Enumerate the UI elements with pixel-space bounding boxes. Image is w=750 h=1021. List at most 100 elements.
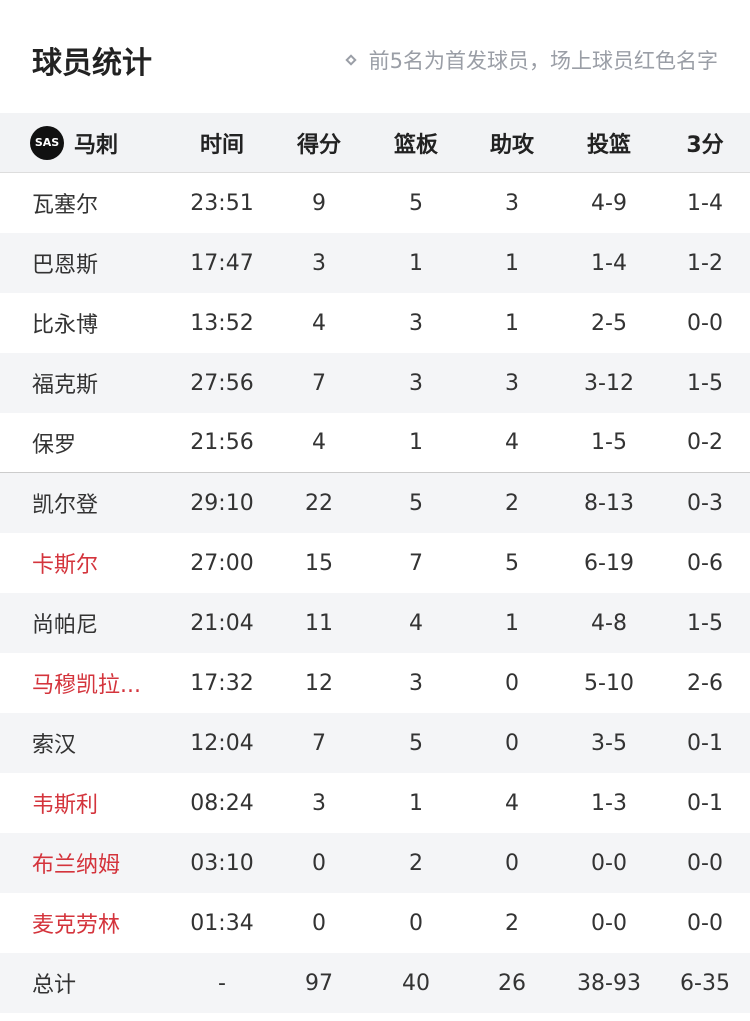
stat-cell: 3 [409,370,423,396]
column-header[interactable]: 3分 [686,132,724,158]
stat-cell: 40 [402,970,430,996]
player-row[interactable]: 布兰纳姆 03:10 0 2 0 0-0 0-0 [0,833,750,893]
stat-cell: 0-0 [687,310,723,336]
player-name[interactable]: 保罗 [32,432,77,458]
stat-cell: 0-0 [687,850,723,876]
stat-cell: 1-2 [687,250,723,276]
stat-cell: 1-5 [687,370,723,396]
stat-cell: 0-1 [687,790,723,816]
player-name[interactable]: 韦斯利 [32,793,99,818]
stat-cell: 1-3 [591,790,627,816]
player-name[interactable]: 麦克劳林 [32,913,121,938]
player-name[interactable]: 卡斯尔 [32,553,99,578]
stat-cell: 9 [312,190,326,216]
column-header[interactable]: 篮板 [393,132,439,158]
stat-cell: 0 [505,850,519,876]
column-header[interactable]: 时间 [199,132,245,158]
player-row[interactable]: 韦斯利 08:24 3 1 4 1-3 0-1 [0,773,750,833]
stat-cell: 5 [409,490,423,516]
stat-cell: 0-2 [687,430,723,455]
diamond-icon [344,54,357,66]
team-name: 马刺 [74,132,119,158]
stat-cell: 6-35 [680,970,730,996]
page-title: 球员统计 [32,46,152,81]
stat-cell: 5-10 [584,670,634,696]
player-name[interactable]: 瓦塞尔 [32,193,99,218]
stat-cell: 6-19 [584,550,634,576]
stat-cell: 2-5 [591,310,627,336]
stat-cell: 0-0 [591,910,627,936]
stat-cell: 13:52 [190,310,254,336]
stat-cell: 15 [305,550,333,576]
stat-cell: 23:51 [190,190,254,216]
stat-cell: 22 [305,490,333,516]
stat-cell: 2 [409,850,423,876]
stat-cell: 0 [505,670,519,696]
table-header: SAS 马刺 时间 得分 篮板 助攻 投篮 3分 [0,113,750,173]
player-name[interactable]: 福克斯 [32,373,99,398]
stat-cell: 1-5 [591,430,627,455]
stat-cell: 1 [409,250,423,276]
header: 球员统计 前5名为首发球员，场上球员红色名字 [0,0,750,113]
stat-cell: 1 [409,430,423,455]
stat-cell: 03:10 [190,850,254,876]
player-name[interactable]: 布兰纳姆 [32,853,121,878]
stat-cell: 3-5 [591,730,627,756]
total-row: 总计 - 97 40 26 38-93 6-35 [0,953,750,1013]
stat-cell: 1 [505,610,519,636]
stat-cell: 4-9 [591,190,627,216]
stat-cell: 4 [505,790,519,816]
player-row[interactable]: 麦克劳林 01:34 0 0 2 0-0 0-0 [0,893,750,953]
player-name[interactable]: 马穆凯拉... [32,673,141,698]
column-header[interactable]: 投篮 [586,132,632,158]
player-row[interactable]: 卡斯尔 27:00 15 7 5 6-19 0-6 [0,533,750,593]
stat-cell: 2 [505,490,519,516]
stat-cell: 12 [305,670,333,696]
stat-cell: 12:04 [190,730,254,756]
stats-table: SAS 马刺 时间 得分 篮板 助攻 投篮 3分 瓦塞尔 23:51 9 5 3 4-9 1 - 4 巴恩斯… [0,113,750,1013]
stat-cell: 0 [312,850,326,876]
stat-cell: 2 [505,910,519,936]
stat-cell: 5 [409,190,423,216]
player-row[interactable]: 尚帕尼 21:04 11 4 1 4-8 1-5 [0,593,750,653]
stat-cell: 7 [409,550,423,576]
stat-cell: 3 [409,670,423,696]
stat-cell: 17:32 [190,670,254,696]
player-row[interactable]: 保罗 21:56 4 1 4 1-5 0-2 [0,413,750,473]
player-row[interactable]: 索汉 12:04 7 5 0 3-5 0-1 [0,713,750,773]
player-row[interactable]: 比永博 13:52 4 3 1 2-5 0-0 [0,293,750,353]
player-name[interactable]: 尚帕尼 [32,613,99,638]
team-logo-icon: SAS [30,125,64,160]
stat-cell: - [218,970,226,996]
stat-cell: 27:56 [190,370,254,396]
player-name[interactable]: 凯尔登 [32,493,99,518]
stat-cell: 5 [505,550,519,576]
stat-cell: 7 [312,370,326,396]
stat-cell: 4 [505,430,519,455]
stat-cell: 0 [505,730,519,756]
player-row[interactable]: 马穆凯拉... 17:32 12 3 0 5-10 2-6 [0,653,750,713]
stat-cell: 3 [505,190,519,216]
column-header[interactable]: 助攻 [489,132,535,158]
player-name[interactable]: 索汉 [32,733,77,758]
player-name[interactable]: 比永博 [32,313,99,338]
stat-cell: 4-8 [591,610,627,636]
player-name[interactable]: 巴恩斯 [32,253,99,278]
player-row[interactable]: 凯尔登 29:10 22 5 2 8-13 0-3 [0,473,750,533]
stat-cell: 1-5 [687,610,723,636]
stat-cell: 17:47 [190,250,254,276]
stat-cell: 5 [409,730,423,756]
stat-cell: 0-3 [687,490,723,516]
column-header[interactable]: 得分 [296,132,342,158]
stat-cell: 38-93 [577,970,641,996]
team-cell: SAS 马刺 [30,125,119,160]
stat-cell: 29:10 [190,490,254,516]
stat-cell: 1 [409,790,423,816]
stat-cell: 4 [312,430,326,455]
stat-cell: 3 [505,370,519,396]
note-text: 前5名为首发球员，场上球员红色名字 [368,49,718,73]
player-row[interactable]: 福克斯 27:56 7 3 3 3-12 1-5 [0,353,750,413]
player-row[interactable]: 巴恩斯 17:47 3 1 1 1-4 1-2 [0,233,750,293]
player-row[interactable]: 瓦塞尔 23:51 9 5 3 4-9 1-4 [0,173,750,233]
stat-cell: 0-0 [591,850,627,876]
